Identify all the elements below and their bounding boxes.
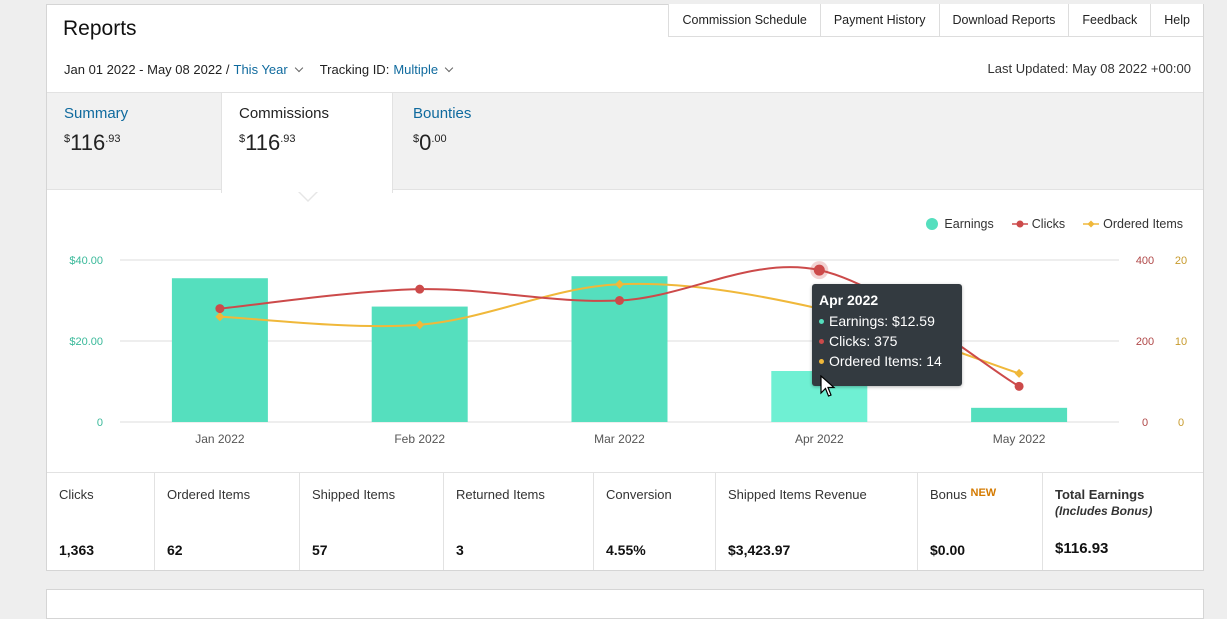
stat-shipped-items-label: Shipped Items [312, 487, 396, 502]
stat-returned-items-label: Returned Items [456, 487, 545, 502]
y-right-clicks-tick: 400 [1136, 255, 1154, 267]
x-tick-label: Mar 2022 [594, 432, 645, 446]
stat-shipped-revenue-value: $3,423.97 [728, 542, 791, 558]
stat-clicks-value: 1,363 [59, 542, 95, 558]
earnings-bar [171, 278, 268, 422]
y-left-tick: $20.00 [69, 336, 103, 348]
tracking-id-label: Tracking ID: [319, 62, 390, 77]
y-right-ordered-tick: 0 [1178, 417, 1184, 429]
stat-ordered-items-label: Ordered Items [167, 487, 251, 502]
stat-shipped-revenue-label: Shipped Items Revenue [728, 487, 867, 502]
chart-legend: Earnings Clicks Ordered Items [908, 217, 1183, 231]
y-right-ordered-tick: 10 [1175, 336, 1187, 348]
stat-total-earnings-value: $116.93 [1055, 540, 1109, 557]
legend-clicks-label: Clicks [1031, 217, 1066, 231]
tooltip-ordered: Ordered Items: 14 [819, 353, 955, 369]
y-left-tick: 0 [97, 417, 103, 429]
chevron-down-icon[interactable] [444, 63, 454, 73]
clicks-point [615, 296, 624, 305]
stat-shipped-items: Shipped Items 57 [300, 473, 444, 570]
stat-shipped-revenue: Shipped Items Revenue $3,423.97 [716, 473, 918, 570]
x-tick-label: Jan 2022 [195, 432, 245, 446]
tracking-id-dropdown[interactable]: Multiple [393, 62, 439, 77]
stat-ordered-items-value: 62 [167, 542, 183, 558]
stat-conversion: Conversion 4.55% [594, 473, 716, 570]
new-badge: NEW [970, 487, 997, 499]
earnings-dot-icon [926, 218, 939, 230]
stat-total-earnings-sub: (Includes Bonus) [1055, 504, 1153, 518]
tooltip-clicks: Clicks: 375 [819, 333, 955, 349]
stat-shipped-items-value: 57 [312, 542, 328, 558]
tab-commissions-amount: $116.93 [239, 130, 296, 155]
tab-bounties-amount: $0.00 [413, 130, 447, 155]
date-range-text: Jan 01 2022 - May 08 2022 / [64, 62, 230, 77]
stat-clicks: Clicks 1,363 [47, 473, 155, 570]
stat-bonus-value: $0.00 [930, 542, 966, 558]
tab-bounties[interactable]: Bounties $0.00 [396, 93, 568, 189]
feedback-link[interactable]: Feedback [1069, 4, 1152, 36]
page-title: Reports [63, 17, 137, 40]
stat-bonus-label: Bonus NEW [930, 487, 997, 502]
earnings-bar [971, 407, 1068, 422]
y-right-clicks-tick: 0 [1142, 417, 1148, 429]
stat-returned-items: Returned Items 3 [444, 473, 594, 570]
legend-earnings[interactable]: Earnings [926, 217, 994, 231]
tab-summary[interactable]: Summary $116.93 [47, 93, 221, 189]
tab-pointer [299, 191, 317, 200]
clicks-point [813, 264, 825, 276]
stat-returned-items-value: 3 [456, 542, 464, 558]
x-tick-label: Apr 2022 [795, 432, 844, 446]
ordered-dot-icon [819, 358, 824, 364]
stat-conversion-label: Conversion [606, 487, 672, 502]
clicks-dot-icon [819, 338, 824, 344]
tooltip-title: Apr 2022 [819, 292, 879, 308]
stat-ordered-items: Ordered Items 62 [155, 473, 300, 570]
filters-bar: Jan 01 2022 - May 08 2022 / This Year Tr… [64, 62, 470, 77]
download-reports-link[interactable]: Download Reports [940, 4, 1070, 36]
reports-card: Reports Commission Schedule Payment Hist… [46, 4, 1204, 571]
legend-clicks[interactable]: Clicks [1011, 217, 1066, 231]
earnings-dot-icon [819, 318, 824, 324]
stat-bonus: Bonus NEW $0.00 [918, 473, 1043, 570]
y-right-ordered-tick: 20 [1175, 255, 1187, 267]
ordered-items-point [215, 312, 225, 322]
clicks-point [415, 284, 425, 294]
help-link[interactable]: Help [1164, 13, 1190, 27]
stat-total-earnings: Total Earnings (Includes Bonus) $116.93 [1043, 473, 1203, 570]
next-section-card [46, 589, 1204, 619]
x-tick-label: May 2022 [993, 432, 1046, 446]
tab-commissions[interactable]: Commissions $116.93 [221, 93, 393, 193]
legend-earnings-label: Earnings [944, 217, 994, 231]
top-links: Commission Schedule Payment History Down… [668, 4, 1203, 37]
commission-schedule-link[interactable]: Commission Schedule [669, 4, 821, 36]
stat-conversion-value: 4.55% [606, 542, 646, 558]
x-tick-label: Feb 2022 [394, 432, 445, 446]
clicks-point [215, 304, 225, 314]
legend-ordered-items[interactable]: Ordered Items [1083, 217, 1183, 231]
last-updated: Last Updated: May 08 2022 +00:00 [987, 61, 1191, 76]
chart-tooltip: Apr 2022 Earnings: $12.59 Clicks: 375 Or… [812, 284, 962, 386]
ordered-items-point [1014, 368, 1024, 378]
stats-row: Clicks 1,363 Ordered Items 62 Shipped It… [47, 472, 1203, 570]
report-tabs: Summary $116.93 Commissions $116.93 Boun… [47, 92, 1203, 193]
tab-bounties-label: Bounties [413, 105, 472, 122]
clicks-point [1014, 381, 1024, 391]
chevron-down-icon[interactable] [294, 63, 303, 73]
stat-clicks-label: Clicks [59, 487, 94, 502]
y-left-tick: $40.00 [69, 255, 103, 267]
tab-summary-label: Summary [64, 105, 129, 122]
date-preset-dropdown[interactable]: This Year [233, 62, 288, 77]
stat-total-earnings-label: Total Earnings [1055, 487, 1145, 502]
payment-history-link[interactable]: Payment History [821, 4, 940, 36]
legend-ordered-items-label: Ordered Items [1103, 217, 1183, 231]
tab-summary-amount: $116.93 [64, 130, 121, 155]
ordered-items-line-icon [1083, 220, 1100, 228]
tab-commissions-label: Commissions [239, 105, 330, 122]
earnings-chart: $40.00 $20.00 0 400 200 0 20 10 0 Jan 2022 Feb 202… [69, 255, 1187, 446]
tooltip-earnings: Earnings: $12.59 [819, 313, 955, 329]
clicks-line-icon [1011, 220, 1028, 228]
y-right-clicks-tick: 200 [1136, 336, 1154, 348]
mouse-cursor-icon [820, 375, 836, 397]
